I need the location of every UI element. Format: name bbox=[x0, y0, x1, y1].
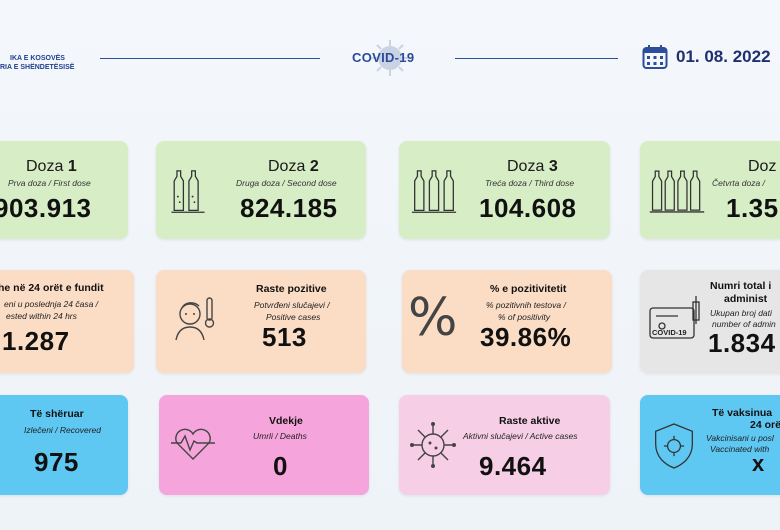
card-positive-cases: Raste pozitive Potvrđeni slučajevi / Pos… bbox=[156, 270, 366, 373]
card-tested-24h: he në 24 orët e fundit eni u poslednja 2… bbox=[0, 270, 134, 373]
active-cases-title: Raste aktive bbox=[499, 415, 561, 427]
dose-2-title-word: Doza bbox=[268, 158, 306, 175]
three-vials-icon bbox=[411, 170, 457, 213]
dose-2-value: 824.185 bbox=[240, 193, 338, 223]
deaths-value: 0 bbox=[273, 451, 288, 481]
card-dose-3: Doza 3 Treća doza / Third dose 104.608 bbox=[399, 141, 610, 239]
dose-4-subtitle: Četvrta doza / bbox=[712, 178, 765, 188]
tested-subtitle-2: ested within 24 hrs bbox=[6, 311, 77, 321]
date-display: 01. 08. 2022 bbox=[642, 44, 771, 70]
ministry-logo-text: IKA E KOSOVËS RIA E SHËNDETËSISË bbox=[0, 54, 74, 72]
percent-icon: % bbox=[408, 288, 458, 348]
recovered-title: Të shëruar bbox=[30, 408, 84, 420]
covid-logo: COVID-19 bbox=[352, 38, 432, 78]
dose-3-title: Doza 3 bbox=[507, 158, 558, 176]
dose-1-title-word: Doza bbox=[26, 158, 64, 175]
shield-virus-icon bbox=[655, 423, 693, 469]
deaths-title: Vdekje bbox=[269, 415, 303, 427]
virus-icon bbox=[372, 40, 408, 76]
total-administered-value: 1.834 bbox=[708, 328, 776, 358]
card-recovered: Të shëruar Izlečeni / Recovered 975 bbox=[0, 395, 128, 495]
vaccinated-subtitle-2: Vaccinated with bbox=[710, 444, 770, 454]
dose-1-value: 903.913 bbox=[0, 193, 92, 223]
four-vials-icon bbox=[649, 170, 705, 213]
vaccine-certificate-icon bbox=[649, 296, 700, 339]
heart-pulse-icon bbox=[171, 428, 215, 460]
dose-3-value: 104.608 bbox=[479, 193, 577, 223]
card-active-cases: Raste aktive Aktivni slučajevi / Active … bbox=[399, 395, 610, 495]
vaccinated-subtitle-1: Vakcinisani u posl bbox=[706, 433, 774, 443]
vaccinated-value: x bbox=[752, 451, 765, 476]
card-deaths: Vdekje Umrli / Deaths 0 bbox=[159, 395, 369, 495]
positive-cases-title: Raste pozitive bbox=[256, 283, 327, 295]
card-dose-4: Doz Četvrta doza / 1.35 bbox=[640, 141, 780, 239]
deaths-subtitle: Umrli / Deaths bbox=[253, 431, 307, 441]
vaccinated-title-2: 24 orë bbox=[750, 419, 780, 431]
vaccinated-title-1: Të vaksinua bbox=[712, 407, 773, 419]
card-positivity: % % e pozitivitetit % pozitivnih testova… bbox=[402, 270, 612, 373]
covid-logo-text: COVID-19 bbox=[352, 50, 415, 65]
total-administered-title-1: Numri total i bbox=[710, 280, 772, 292]
positive-cases-subtitle-1: Potvrđeni slučajevi / bbox=[254, 300, 330, 310]
positivity-subtitle-2: % of positivity bbox=[498, 312, 550, 322]
dose-3-title-word: Doza bbox=[507, 158, 545, 175]
card-dose-2: Doza 2 Druga doza / Second dose 824.185 bbox=[156, 141, 366, 239]
virus-icon bbox=[410, 422, 456, 468]
dose-3-title-number: 3 bbox=[548, 158, 558, 175]
header-divider-right bbox=[455, 58, 618, 59]
date-text: 01. 08. 2022 bbox=[676, 47, 771, 66]
header-divider-left bbox=[100, 58, 320, 59]
recovered-value: 975 bbox=[34, 447, 79, 477]
dose-1-title-number: 1 bbox=[67, 158, 77, 175]
calendar-icon bbox=[642, 45, 668, 69]
two-vials-icon bbox=[171, 170, 205, 213]
covid-certificate-label: COVID-19 bbox=[652, 328, 687, 337]
dose-2-subtitle: Druga doza / Second dose bbox=[236, 178, 337, 188]
total-administered-title-2: administ bbox=[724, 293, 768, 305]
positivity-subtitle-1: % pozitivnih testova / bbox=[486, 300, 566, 310]
recovered-subtitle: Izlečeni / Recovered bbox=[24, 425, 102, 435]
dose-4-title: Doz bbox=[748, 158, 776, 176]
tested-subtitle-1: eni u poslednja 24 časa / bbox=[4, 299, 99, 309]
dose-1-title: Doza 1 bbox=[26, 158, 77, 176]
positive-cases-subtitle-2: Positive cases bbox=[266, 312, 321, 322]
sick-person-thermometer-icon bbox=[175, 297, 215, 341]
dose-2-title: Doza 2 bbox=[268, 158, 319, 176]
total-administered-subtitle-1: Ukupan broj dati bbox=[710, 308, 772, 318]
positivity-title: % e pozitivitetit bbox=[490, 283, 567, 295]
tested-value: 1.287 bbox=[2, 326, 70, 356]
total-administered-subtitle-2: number of admin bbox=[712, 319, 776, 329]
tested-title: he në 24 orët e fundit bbox=[0, 282, 104, 294]
card-total-administered: COVID-19 Numri total i administ Ukupan b… bbox=[640, 270, 780, 373]
dose-4-value: 1.35 bbox=[726, 193, 779, 223]
ministry-line-1: IKA E KOSOVËS bbox=[10, 55, 65, 62]
card-dose-1: Doza 1 Prva doza / First dose 903.913 bbox=[0, 141, 128, 239]
positivity-value: 39.86% bbox=[480, 322, 572, 352]
positive-cases-value: 513 bbox=[262, 322, 307, 352]
active-cases-subtitle: Aktivni slučajevi / Active cases bbox=[463, 431, 578, 441]
dose-3-subtitle: Treća doza / Third dose bbox=[485, 178, 575, 188]
card-vaccinated-24h: Të vaksinua 24 orë Vakcinisani u posl Va… bbox=[640, 395, 780, 495]
dose-1-subtitle: Prva doza / First dose bbox=[8, 178, 91, 188]
dose-2-title-number: 2 bbox=[309, 158, 319, 175]
active-cases-value: 9.464 bbox=[479, 451, 547, 481]
dose-4-title-word: Doz bbox=[748, 158, 777, 175]
ministry-line-2: RIA E SHËNDETËSISË bbox=[0, 64, 75, 71]
